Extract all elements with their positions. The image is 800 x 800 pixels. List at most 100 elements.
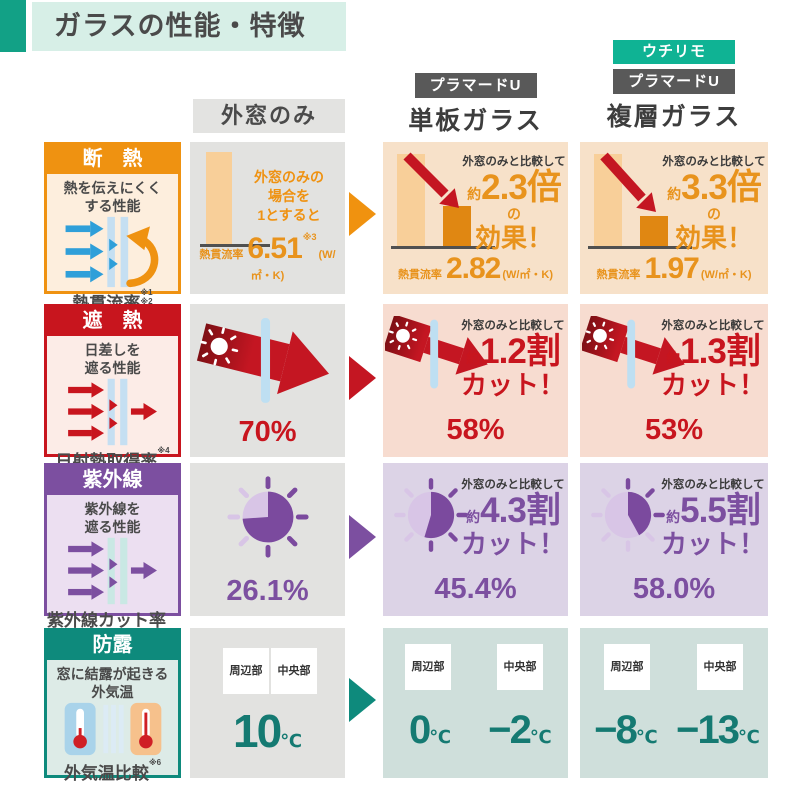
metric-value: 1.97	[644, 252, 699, 285]
chip-center: 中央部	[271, 648, 317, 694]
shade-baseline-cell: 70%	[190, 304, 345, 457]
uv-description: 紫外線を 遮る性能	[84, 501, 141, 536]
condensation-label-box: 防露 窓に結露が起きる 外気温 外気温比較※6	[44, 628, 181, 783]
uv-cut-single: 45.4%	[434, 573, 517, 605]
insulation-icon	[65, 217, 158, 288]
shade-description: 日差しを 遮る性能	[84, 342, 141, 377]
shade-metric-note: ※4	[157, 446, 170, 456]
effect-line2: 効果！	[674, 222, 753, 253]
compare-note: 外窓のみと比較して	[661, 320, 765, 332]
u-value-baseline: 熱貫流率 6.51※3 (W/㎡・K)	[190, 232, 345, 284]
compare-note: 外窓のみと比較して	[461, 320, 565, 332]
metric-note: ※3	[302, 232, 317, 242]
compare-note: 外窓のみと比較して	[662, 156, 766, 168]
effect-line2: カット！	[460, 369, 565, 400]
compare-note: 外窓のみと比較して	[462, 156, 566, 168]
u-value-single: 熱貫流率 2.82 (W/㎡・K)	[383, 252, 568, 286]
uv-baseline-cell: 26.1%	[190, 463, 345, 616]
effect-prefix: 約	[666, 350, 681, 367]
effect-value: 4.3割	[480, 491, 561, 531]
metric-unit: (W/㎡・K)	[700, 269, 752, 281]
effect-value: 2.3倍	[481, 168, 562, 208]
down-arrow-icon	[403, 152, 459, 208]
condensation-metric-note: ※6	[148, 758, 162, 768]
temp-baseline: 10℃	[233, 705, 302, 757]
thermometer-compare-icon	[64, 703, 161, 756]
metric-value: 2.82	[445, 252, 501, 285]
condensation-single-cell: 周辺部 中央部 0℃ −2℃	[383, 628, 568, 778]
effect-line2: カット！	[460, 528, 565, 559]
condensation-description: 窓に結露が起きる 外気温	[56, 666, 169, 701]
bar-baseline	[200, 244, 270, 247]
flow-arrow-shade	[349, 356, 376, 400]
improved-bar	[443, 206, 471, 246]
effect-line2: カット！	[660, 528, 765, 559]
insulation-metric-note: ※1 ※2	[140, 288, 153, 307]
shade-row-header: 遮 熱	[47, 307, 178, 336]
effect-value: 5.5割	[680, 491, 761, 531]
effect-prefix: 約	[666, 509, 681, 526]
insulation-double-cell: 外窓のみと比較して 約3.3倍の 効果！ 熱貫流率 1.97 (W/㎡・K)	[580, 142, 768, 294]
u-value-double: 熱貫流率 1.97 (W/㎡・K)	[580, 252, 768, 286]
condensation-baseline-cell: 周辺部 中央部 10℃	[190, 628, 345, 778]
insulation-label-box: 断 熱 熱を伝えにくく する性能 熱貫流率※1 ※	[44, 142, 181, 313]
uv-cut-baseline: 26.1%	[226, 575, 309, 607]
flow-arrow-uv	[349, 515, 376, 559]
shade-double-cell: 外窓のみと比較して 約1.3割 カット！ 53%	[580, 304, 768, 457]
sun-arrow-icon	[196, 318, 330, 403]
effect-suffix: の	[507, 205, 521, 222]
uv-metric-name: 紫外線カット率	[47, 611, 166, 631]
metric-label: 熱貫流率	[596, 269, 641, 281]
effect-value: 1.2割	[480, 332, 561, 372]
uv-block-icon	[67, 538, 157, 605]
down-arrow-icon	[600, 152, 656, 212]
condensation-row-header: 防露	[47, 631, 178, 660]
improved-bar	[640, 216, 668, 246]
temp-center: −2℃	[488, 708, 552, 752]
effect-value: 3.3倍	[681, 168, 762, 208]
effect-prefix: 約	[467, 186, 482, 203]
column-header-baseline: 外窓のみ	[193, 99, 345, 133]
metric-unit: (W/㎡・K)	[502, 269, 554, 281]
chip-center: 中央部	[497, 644, 543, 690]
chip-periphery: 周辺部	[223, 648, 269, 694]
uchirimo-badge: ウチリモ	[613, 40, 735, 64]
title-bar: ガラスの性能・特徴	[32, 2, 346, 51]
effect-prefix: 約	[667, 186, 682, 203]
heat-shield-icon	[67, 379, 157, 446]
flow-arrow-condensation	[349, 678, 376, 722]
compare-note: 外窓のみと比較して	[461, 479, 565, 491]
solar-gain-single: 58%	[446, 414, 505, 446]
temp-center: −13℃	[676, 708, 760, 752]
solar-gain-baseline: 70%	[238, 416, 297, 448]
uv-single-cell: 外窓のみと比較して 約4.3割 カット！ 45.4%	[383, 463, 568, 616]
sun-arrow-icon	[385, 316, 488, 389]
uv-sun-pie-icon	[227, 476, 309, 558]
metric-label: 熱貫流率	[199, 249, 244, 261]
chip-center: 中央部	[697, 644, 743, 690]
title-accent-square	[0, 0, 26, 52]
solar-gain-double: 53%	[644, 414, 704, 446]
baseline-bar	[206, 152, 232, 244]
plamadou-badge: プラマードU	[613, 69, 735, 94]
condensation-metric-name: 外気温比較	[63, 764, 149, 784]
metric-value: 6.51	[247, 232, 302, 265]
effect-suffix: の	[707, 205, 721, 222]
uv-sun-pie-icon	[591, 478, 665, 552]
uv-cut-double: 58.0%	[632, 573, 716, 605]
page-title: ガラスの性能・特徴	[54, 11, 306, 41]
effect-prefix: 約	[466, 509, 481, 526]
effect-value: 1.3割	[680, 332, 761, 372]
shade-label-box: 遮 熱 日差しを 遮る性能 日射熱取得率※4	[44, 304, 181, 471]
compare-note: 外窓のみと比較して	[661, 479, 765, 491]
uv-double-cell: 外窓のみと比較して 約5.5割 カット！ 58.0%	[580, 463, 768, 616]
double-glass-label: 複層ガラス	[606, 103, 742, 131]
uv-row-header: 紫外線	[47, 466, 178, 495]
metric-unit: (W/㎡・K)	[250, 249, 336, 282]
sun-arrow-icon	[582, 316, 685, 389]
flow-arrow-insulation	[349, 192, 376, 236]
bar-baseline	[588, 246, 692, 249]
insulation-single-cell: 外窓のみと比較して 約2.3倍の 効果！ 熱貫流率 2.82 (W/㎡・K)	[383, 142, 568, 294]
shade-single-cell: 外窓のみと比較して 約1.2割 カット！ 58%	[383, 304, 568, 457]
